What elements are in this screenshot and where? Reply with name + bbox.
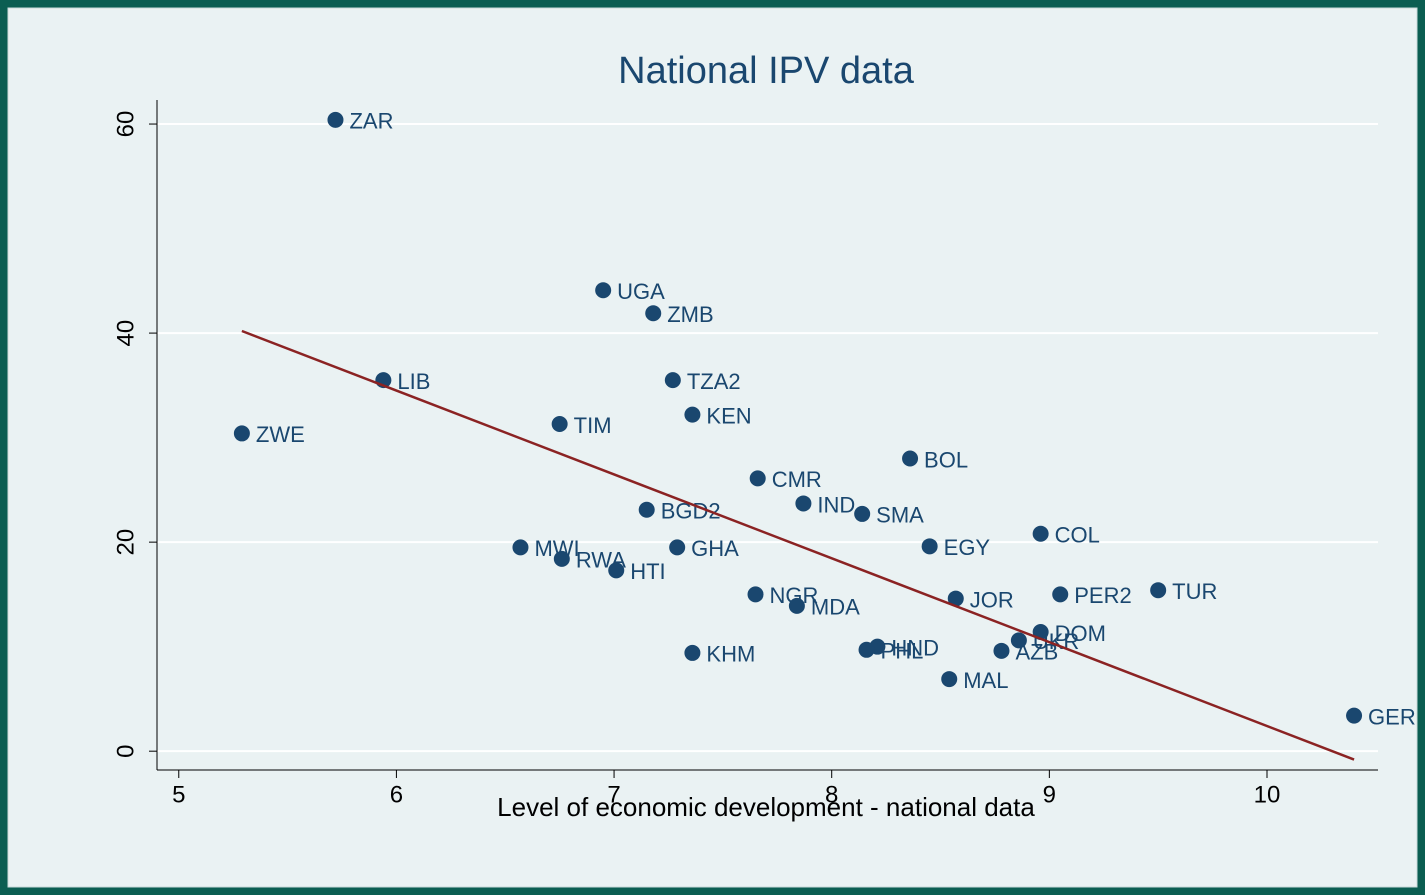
x-tick-label: 5 [172, 781, 185, 808]
point-label: PHL [881, 639, 924, 664]
point-label: DOM [1055, 621, 1106, 646]
point [638, 501, 655, 518]
point-label: CMR [772, 467, 822, 492]
point-label: MAL [963, 668, 1008, 693]
point [684, 644, 701, 661]
point [551, 416, 568, 433]
point [684, 406, 701, 423]
x-tick-label: 6 [390, 781, 403, 808]
point-label: UGA [617, 279, 665, 304]
point-label: TZA2 [687, 369, 741, 394]
point [947, 590, 964, 607]
point-label: GER [1368, 704, 1416, 729]
y-tick-label: 0 [112, 745, 139, 758]
point-label: TUR [1172, 579, 1217, 604]
point [747, 586, 764, 603]
point [553, 550, 570, 567]
point-label: EGY [944, 535, 991, 560]
point [608, 562, 625, 579]
point [1010, 632, 1027, 649]
point-label: MDA [811, 595, 860, 620]
point [941, 671, 958, 688]
point-label: HND [891, 635, 939, 660]
point-label: TIM [574, 413, 612, 438]
point [993, 642, 1010, 659]
point [327, 111, 344, 128]
point [858, 641, 875, 658]
point [645, 305, 662, 322]
point-label: IND [817, 492, 855, 517]
x-tick-label: 8 [825, 781, 838, 808]
point [921, 538, 938, 555]
point-label: LIB [397, 369, 430, 394]
point-label: PER2 [1074, 583, 1131, 608]
point-label: BOL [924, 447, 968, 472]
point [795, 495, 812, 512]
x-axis-title: Level of economic development - national… [497, 792, 1035, 822]
point-label: ZWE [256, 422, 305, 447]
y-tick-label: 40 [112, 320, 139, 347]
x-tick-label: 9 [1043, 781, 1056, 808]
point [1052, 586, 1069, 603]
point-label: JOR [970, 587, 1014, 612]
point [664, 372, 681, 389]
point-label: KHM [706, 642, 755, 667]
point [669, 539, 686, 556]
point [749, 470, 766, 487]
point-label: HTI [630, 559, 665, 584]
point-label: KEN [706, 403, 751, 428]
point [595, 282, 612, 299]
y-tick-label: 60 [112, 111, 139, 138]
point-label: ZAR [349, 109, 393, 134]
graph-region [7, 7, 1418, 888]
point [854, 505, 871, 522]
point [788, 597, 805, 614]
point-label: SMA [876, 503, 924, 528]
point [1150, 582, 1167, 599]
point-label: COL [1055, 523, 1100, 548]
fit-line [241, 329, 1355, 761]
point-label: ZMB [667, 302, 713, 327]
y-tick-label: 20 [112, 529, 139, 556]
point [1032, 525, 1049, 542]
point [902, 450, 919, 467]
point [512, 539, 529, 556]
point-label: GHA [691, 536, 739, 561]
x-tick-label: 7 [607, 781, 620, 808]
chart-title: National IPV data [618, 50, 915, 92]
point [1346, 707, 1363, 724]
x-tick-label: 10 [1254, 781, 1281, 808]
point [233, 425, 250, 442]
